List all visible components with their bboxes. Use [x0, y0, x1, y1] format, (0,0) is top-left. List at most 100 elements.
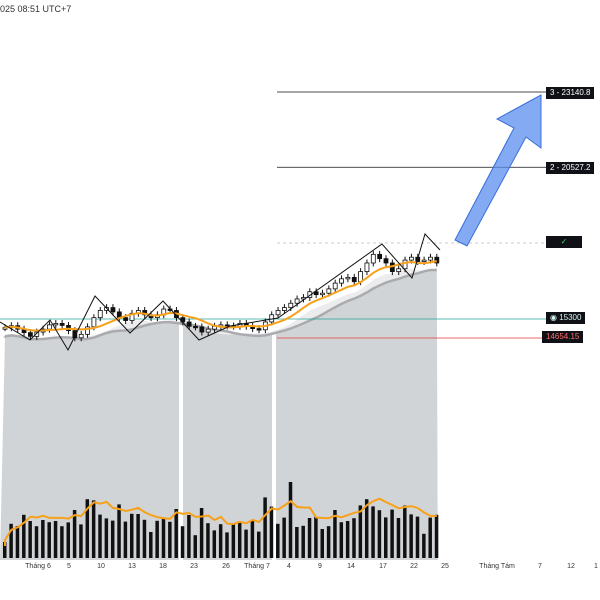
volume-bar	[396, 518, 401, 558]
volume-bar	[161, 518, 166, 558]
volume-bar	[320, 529, 324, 558]
volume-bar	[91, 500, 96, 558]
candle-body	[421, 259, 427, 262]
volume-bar	[301, 525, 305, 558]
x-tick-label: 26	[222, 563, 230, 570]
candle-body	[199, 326, 205, 333]
candle-body	[275, 310, 281, 316]
price-label-support[interactable]: ◉ 15300	[546, 312, 586, 324]
volume-bar	[276, 523, 280, 558]
volume-bar	[237, 522, 242, 558]
candle-body	[256, 328, 262, 331]
candle-body	[351, 276, 357, 283]
moving-average-line	[4, 260, 437, 332]
volume-ma-line	[4, 497, 437, 546]
volume-bar	[123, 521, 128, 558]
target-arrow-icon	[454, 94, 542, 247]
volume-bar	[333, 510, 337, 558]
volume-bar	[15, 526, 20, 558]
shaded-area	[0, 270, 438, 560]
candle-body	[85, 326, 90, 335]
volume-bar	[314, 516, 318, 558]
candle-body	[294, 298, 300, 304]
volume-bar	[231, 524, 236, 558]
candle-body	[186, 321, 192, 327]
price-label-stop[interactable]: 14654.15	[542, 331, 584, 343]
candle-body	[307, 291, 313, 298]
volume-bar	[218, 524, 223, 558]
candle-body	[288, 302, 294, 308]
volume-bar	[187, 515, 191, 558]
volume-bar	[307, 518, 312, 558]
x-tick-label: Tháng Tám	[479, 563, 515, 570]
volume-bar	[384, 517, 388, 558]
volume-bar	[409, 514, 413, 558]
volume-bar	[47, 522, 51, 558]
volume-bar	[110, 520, 115, 558]
volume-bar	[174, 509, 178, 558]
volume-bar	[60, 526, 64, 558]
candle-body	[193, 325, 198, 329]
volume-bar	[282, 517, 286, 558]
price-label-target-3[interactable]: 3 - 23140.8	[546, 87, 595, 99]
candle-body	[377, 253, 383, 260]
lower-band-line	[3, 268, 437, 341]
volume-bar	[257, 531, 261, 558]
candle-body	[27, 332, 33, 337]
candle-body	[205, 328, 211, 333]
candle-body	[53, 323, 59, 326]
shade-gap	[179, 300, 183, 562]
candle-body	[332, 282, 338, 290]
volume-bar	[206, 523, 210, 558]
candle-body	[34, 331, 40, 337]
volume-bar	[22, 514, 26, 558]
shade-gap	[272, 300, 276, 562]
volume-bar	[142, 519, 147, 558]
volume-bar	[79, 524, 83, 558]
x-tick-label: 10	[97, 563, 105, 570]
volume-bar	[9, 523, 13, 558]
x-tick-label: Tháng 6	[25, 563, 51, 570]
volume-bar	[136, 514, 140, 558]
volume-bar	[72, 510, 77, 558]
x-tick-label: 17	[379, 563, 387, 570]
candle-body	[97, 310, 103, 319]
volume-bar	[434, 514, 439, 558]
band-fill	[5, 268, 437, 340]
volume-bar	[149, 532, 153, 558]
volume-bar	[3, 542, 7, 558]
volume-bar	[326, 526, 331, 558]
x-tick-label: 9	[318, 563, 322, 570]
volume-bar	[212, 530, 217, 558]
volume-bar	[415, 516, 420, 558]
volume-bar	[98, 514, 102, 558]
volume-bar	[117, 504, 121, 558]
candle-body	[224, 324, 230, 327]
candle-body	[110, 307, 116, 313]
chart-timestamp: 025 08:51 UTC+7	[0, 4, 72, 14]
x-tick-label: 18	[159, 563, 167, 570]
check-icon[interactable]: ✓	[546, 236, 582, 248]
volume-bar	[225, 532, 229, 558]
circle-dot-icon: ◉	[550, 313, 560, 322]
volume-bar	[41, 520, 45, 558]
volume-bar	[263, 497, 267, 558]
volume-bar	[352, 518, 356, 558]
volume-bar	[377, 510, 382, 558]
candle-body	[402, 259, 408, 270]
volume-bar	[269, 506, 274, 558]
x-tick-label: 25	[441, 563, 449, 570]
volume-bar	[403, 505, 407, 558]
candle-body	[72, 330, 78, 339]
volume-bar	[422, 533, 426, 558]
x-tick-label: 13	[128, 563, 136, 570]
candle-body	[326, 288, 332, 294]
price-label-target-2[interactable]: 2 - 20527.2	[546, 162, 595, 174]
candle-body	[396, 268, 402, 273]
volume-bar	[428, 517, 432, 558]
volume-bar	[250, 520, 255, 558]
candle-body	[313, 291, 319, 296]
pattern-zigzag	[0, 233, 441, 352]
x-tick-label: 1	[594, 563, 598, 570]
